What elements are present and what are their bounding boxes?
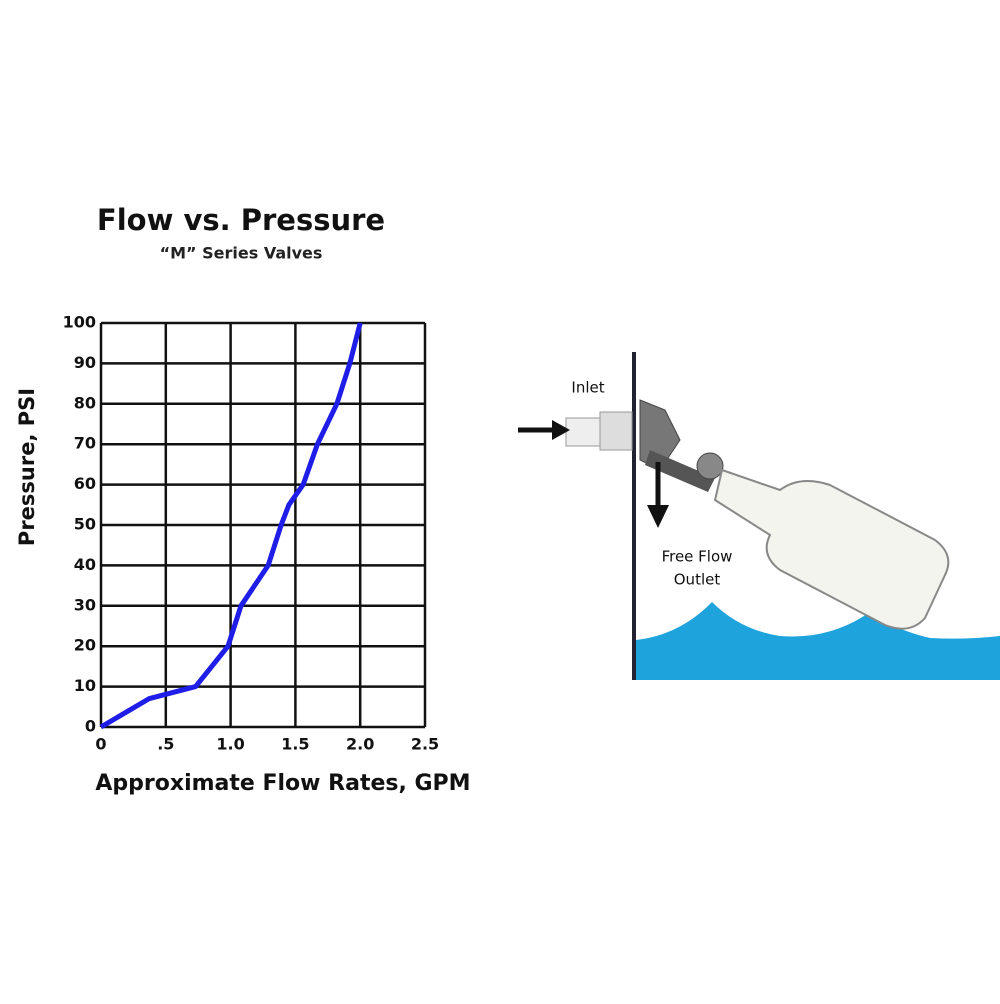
outlet-label: Free Flow <box>662 548 733 566</box>
y-tick-label: 20 <box>74 636 96 655</box>
outlet-arrow-head <box>647 505 669 528</box>
outlet-label: Outlet <box>674 571 721 589</box>
inlet-fitting <box>565 417 601 447</box>
x-tick-label: 0 <box>95 735 106 754</box>
inlet-arrow-head <box>552 420 570 440</box>
y-tick-label: 40 <box>74 555 96 574</box>
y-tick-label: 70 <box>74 434 96 453</box>
inlet-label: Inlet <box>571 379 604 397</box>
y-tick-label: 10 <box>74 676 96 695</box>
inlet-nut <box>599 411 633 451</box>
plot: 0 10 20 30 40 50 60 70 80 90 100 0 .5 1.0 1.5 2.0 2.5 <box>63 313 440 754</box>
x-tick-label: 2.0 <box>346 735 374 754</box>
y-tick-label: 60 <box>74 474 96 493</box>
y-tick-label: 0 <box>85 717 96 736</box>
y-tick-label: 30 <box>74 595 96 614</box>
water <box>636 602 1000 680</box>
x-axis-label: Approximate Flow Rates, GPM <box>95 771 470 796</box>
data-line <box>99 322 363 730</box>
x-tick-label: .5 <box>157 735 174 754</box>
float-bottle <box>713 468 950 630</box>
x-tick-label: 2.5 <box>411 735 439 754</box>
valve-diagram: Inlet Free Flow Outlet <box>518 352 1000 680</box>
x-tick-label: 1.5 <box>281 735 309 754</box>
x-tick-label: 1.0 <box>216 735 244 754</box>
pivot <box>696 452 724 480</box>
valve-arm <box>645 450 715 492</box>
y-tick-label: 90 <box>74 353 96 372</box>
chart-title: Flow vs. Pressure <box>97 203 385 237</box>
y-tick-label: 100 <box>63 313 96 332</box>
y-tick-label: 50 <box>74 515 96 534</box>
chart-subtitle: “M” Series Valves <box>160 244 323 263</box>
y-axis-label: Pressure, PSI <box>15 388 39 546</box>
y-tick-label: 80 <box>74 393 96 412</box>
